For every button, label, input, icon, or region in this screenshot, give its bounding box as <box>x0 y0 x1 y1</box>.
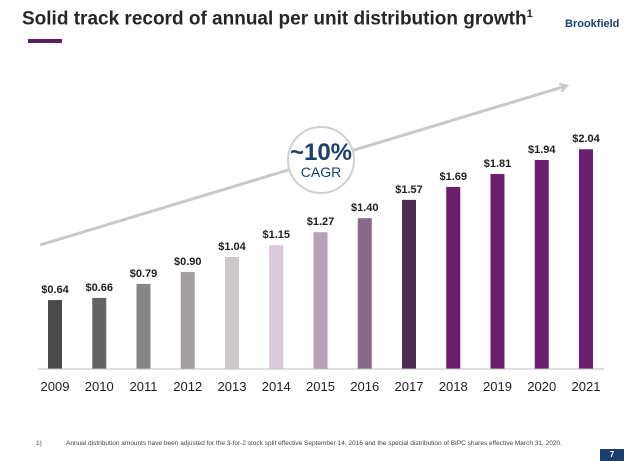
x-tick-label-2021: 2021 <box>572 379 601 394</box>
footnote: 1) Annual distribution amounts have been … <box>36 440 562 447</box>
cagr-label: CAGR <box>301 164 341 180</box>
bar-2020 <box>534 160 549 369</box>
bar-2017 <box>402 199 416 369</box>
brand-logo: Brookfield <box>565 18 620 30</box>
x-tick-label-2014: 2014 <box>262 379 291 394</box>
bar-2021 <box>579 149 593 369</box>
bar-2010 <box>92 297 107 369</box>
footnote-text: Annual distribution amounts have been ad… <box>66 440 562 447</box>
x-tick-label-2019: 2019 <box>483 379 512 394</box>
cagr-circle <box>287 126 355 194</box>
x-tick-label-2009: 2009 <box>41 379 70 394</box>
bar-value-label-2014: $1.15 <box>262 229 290 241</box>
footnote-number: 1) <box>36 440 42 447</box>
bar-2015 <box>313 232 328 369</box>
x-tick-label-2013: 2013 <box>218 379 247 394</box>
bar-value-label-2010: $0.66 <box>85 282 113 294</box>
bar-value-label-2015: $1.27 <box>307 216 335 228</box>
bar-value-label-2009: $0.64 <box>41 284 69 296</box>
bar-2012 <box>180 272 195 369</box>
bar-2016 <box>357 218 372 369</box>
bar-2019 <box>490 174 505 369</box>
x-tick-label-2020: 2020 <box>527 379 556 394</box>
x-tick-label-2011: 2011 <box>130 379 158 394</box>
page-title: Solid track record of annual per unit di… <box>22 8 533 30</box>
x-tick-label-2012: 2012 <box>173 379 202 394</box>
bar-value-label-2016: $1.40 <box>351 202 379 214</box>
x-tick-label-2018: 2018 <box>439 379 468 394</box>
x-tick-label-2017: 2017 <box>395 379 424 394</box>
bar-2011 <box>136 283 151 369</box>
bar-value-label-2021: $2.04 <box>572 133 600 145</box>
bar-value-label-2012: $0.90 <box>174 256 202 268</box>
page-number: 7 <box>600 449 624 461</box>
x-tick-label-2016: 2016 <box>350 379 379 394</box>
bar-2009 <box>48 300 62 369</box>
bar-2018 <box>446 186 461 369</box>
title-footnote-ref: 1 <box>526 8 533 20</box>
bar-2013 <box>225 256 239 369</box>
cagr-value: ~10% <box>290 139 352 166</box>
bar-value-label-2019: $1.81 <box>484 158 512 170</box>
title-accent-bar <box>28 39 62 43</box>
page-title-text: Solid track record of annual per unit di… <box>22 8 527 30</box>
bar-value-label-2020: $1.94 <box>528 144 556 156</box>
bar-value-label-2013: $1.04 <box>218 241 246 253</box>
bar-value-label-2018: $1.69 <box>439 171 467 183</box>
cagr-annotation: ~10% CAGR <box>287 126 355 194</box>
bar-value-label-2011: $0.79 <box>130 268 158 280</box>
x-tick-label-2010: 2010 <box>85 379 114 394</box>
bar-value-label-2017: $1.57 <box>395 184 423 196</box>
x-tick-label-2015: 2015 <box>306 379 335 394</box>
bar-2014 <box>269 245 284 369</box>
